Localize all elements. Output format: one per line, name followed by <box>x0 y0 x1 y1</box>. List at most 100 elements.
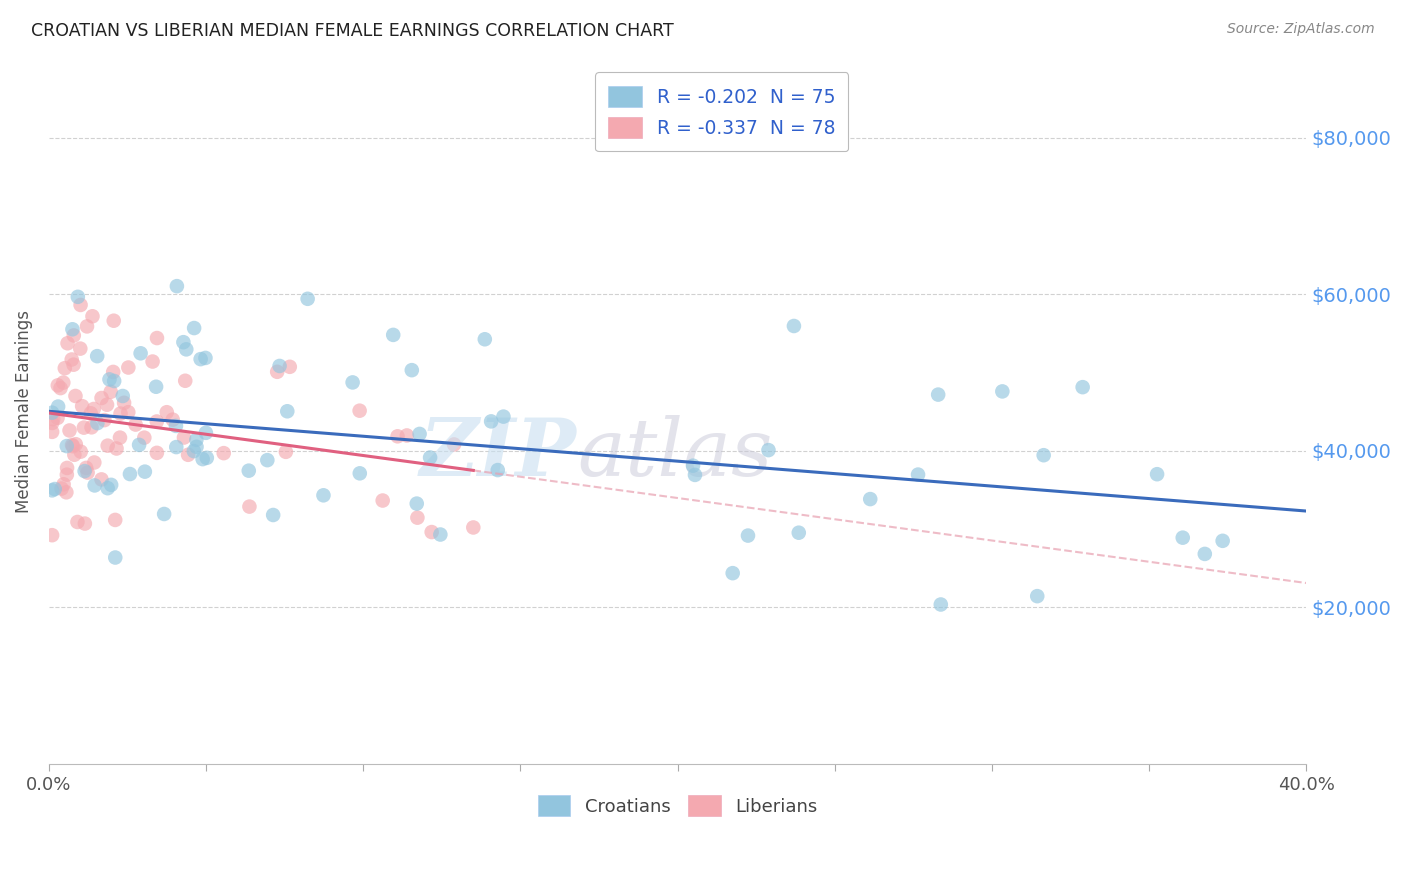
Point <box>342 376 364 390</box>
Point <box>96 398 118 412</box>
Point <box>174 374 197 388</box>
Point <box>134 465 156 479</box>
Point <box>52 376 75 390</box>
Point <box>75 461 97 475</box>
Point <box>93 413 115 427</box>
Point <box>262 508 284 522</box>
Point <box>90 472 112 486</box>
Point <box>266 365 288 379</box>
Point <box>783 318 806 333</box>
Point <box>98 372 121 386</box>
Point <box>146 446 169 460</box>
Point <box>62 439 84 453</box>
Point <box>212 446 235 460</box>
Point <box>56 461 79 475</box>
Point <box>721 566 744 581</box>
Point <box>166 279 188 293</box>
Point <box>105 442 128 456</box>
Point <box>108 431 131 445</box>
Point <box>1146 467 1168 482</box>
Point <box>52 477 75 491</box>
Point <box>80 420 103 434</box>
Point <box>69 298 91 312</box>
Point <box>927 387 949 401</box>
Point <box>474 332 496 346</box>
Point <box>737 528 759 542</box>
Point <box>118 467 141 481</box>
Point <box>51 482 73 496</box>
Point <box>41 483 63 498</box>
Point <box>60 438 83 452</box>
Point <box>103 374 125 388</box>
Point <box>195 450 218 465</box>
Point <box>42 412 65 426</box>
Point <box>443 437 465 451</box>
Point <box>62 358 84 372</box>
Point <box>41 406 63 420</box>
Point <box>66 515 89 529</box>
Point <box>146 415 169 429</box>
Point <box>60 352 83 367</box>
Legend: Croatians, Liberians: Croatians, Liberians <box>529 787 827 825</box>
Point <box>274 445 297 459</box>
Point <box>174 343 197 357</box>
Point <box>83 478 105 492</box>
Point <box>56 467 79 482</box>
Point <box>146 331 169 345</box>
Point <box>41 416 63 430</box>
Point <box>117 360 139 375</box>
Point <box>1026 589 1049 603</box>
Point <box>349 467 371 481</box>
Point <box>100 478 122 492</box>
Point <box>371 493 394 508</box>
Point <box>86 416 108 430</box>
Point <box>156 405 179 419</box>
Point <box>787 525 810 540</box>
Point <box>134 431 156 445</box>
Point <box>395 428 418 442</box>
Point <box>186 433 208 447</box>
Point <box>90 391 112 405</box>
Point <box>276 404 298 418</box>
Point <box>405 497 427 511</box>
Point <box>194 425 217 440</box>
Point <box>387 429 409 443</box>
Point <box>492 409 515 424</box>
Point <box>859 492 882 507</box>
Point <box>83 402 105 417</box>
Point <box>111 389 134 403</box>
Point <box>297 292 319 306</box>
Point <box>80 406 103 420</box>
Point <box>1171 531 1194 545</box>
Point <box>41 528 63 542</box>
Point <box>103 365 125 379</box>
Point <box>191 452 214 467</box>
Point <box>124 417 146 432</box>
Point <box>117 405 139 419</box>
Point <box>41 425 63 439</box>
Point <box>991 384 1014 399</box>
Point <box>758 443 780 458</box>
Point <box>62 328 84 343</box>
Point <box>46 400 69 414</box>
Point <box>1194 547 1216 561</box>
Point <box>110 407 132 421</box>
Point <box>177 448 200 462</box>
Point <box>929 598 952 612</box>
Point <box>128 438 150 452</box>
Text: atlas: atlas <box>576 415 772 492</box>
Text: Source: ZipAtlas.com: Source: ZipAtlas.com <box>1227 22 1375 37</box>
Point <box>86 349 108 363</box>
Point <box>142 354 165 368</box>
Point <box>104 513 127 527</box>
Point <box>83 455 105 469</box>
Point <box>73 516 96 531</box>
Point <box>408 426 430 441</box>
Text: ZIP: ZIP <box>420 415 576 492</box>
Point <box>65 389 87 403</box>
Point <box>682 458 704 473</box>
Point <box>401 363 423 377</box>
Point <box>486 463 509 477</box>
Point <box>112 396 135 410</box>
Point <box>183 321 205 335</box>
